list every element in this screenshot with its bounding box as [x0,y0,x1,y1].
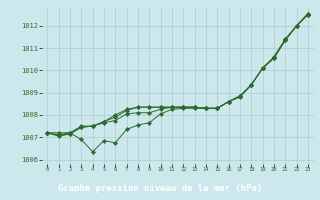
Text: Graphe pression niveau de la mer (hPa): Graphe pression niveau de la mer (hPa) [58,184,262,193]
